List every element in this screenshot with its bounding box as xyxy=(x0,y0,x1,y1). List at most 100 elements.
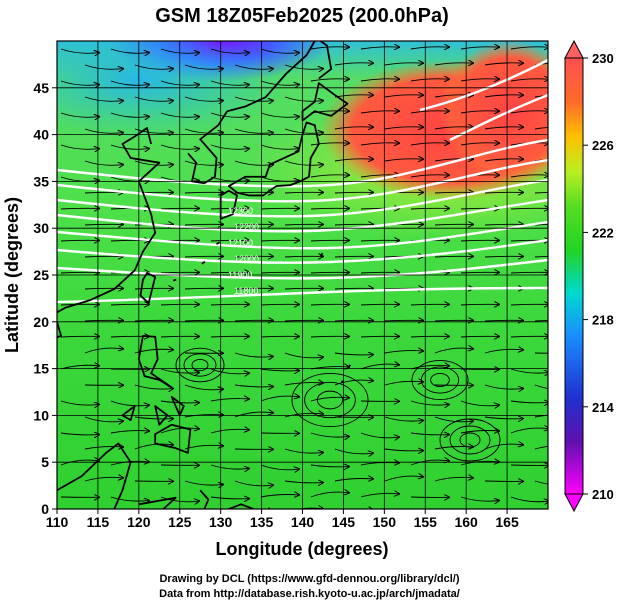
streamline xyxy=(84,320,123,321)
streamline xyxy=(110,144,149,149)
streamline xyxy=(84,224,123,225)
coastline xyxy=(121,405,136,421)
streamline xyxy=(234,128,273,133)
streamline-vortex xyxy=(304,381,356,419)
streamline xyxy=(60,272,99,273)
y-tick-label: 5 xyxy=(41,454,49,470)
streamline xyxy=(310,208,349,209)
streamline xyxy=(110,496,149,501)
streamline xyxy=(84,288,123,289)
streamline xyxy=(410,208,449,209)
streamline xyxy=(84,160,123,165)
streamline xyxy=(334,320,373,321)
streamline xyxy=(60,144,99,149)
streamline-vortex xyxy=(316,390,344,410)
streamline xyxy=(284,64,323,69)
streamline xyxy=(410,79,449,81)
streamline xyxy=(460,47,499,49)
cold-region-cyan xyxy=(57,41,290,140)
streamline xyxy=(384,476,423,482)
streamline xyxy=(260,48,299,53)
coastline xyxy=(139,272,157,304)
streamline xyxy=(510,304,548,305)
colorbar-tick-label: 222 xyxy=(592,225,614,240)
streamline xyxy=(310,492,349,498)
streamline xyxy=(484,417,523,419)
streamline xyxy=(310,47,349,49)
streamline xyxy=(334,380,373,386)
streamline xyxy=(284,224,323,225)
streamline xyxy=(384,381,423,386)
streamline xyxy=(360,432,399,438)
streamline xyxy=(260,80,299,85)
streamline xyxy=(260,369,299,371)
streamline xyxy=(184,128,223,133)
streamline xyxy=(434,159,473,161)
streamline xyxy=(360,272,399,273)
streamline xyxy=(384,320,423,321)
streamline xyxy=(535,513,573,515)
streamline xyxy=(184,288,223,289)
streamline xyxy=(60,460,99,466)
streamline-vortex xyxy=(439,418,501,462)
streamline xyxy=(60,365,99,370)
streamline xyxy=(110,48,149,53)
streamline xyxy=(384,449,423,451)
coastline xyxy=(57,442,132,509)
x-tick-label: 125 xyxy=(168,514,192,530)
streamline xyxy=(210,429,249,434)
streamline xyxy=(534,320,548,322)
streamline xyxy=(234,412,273,418)
streamline xyxy=(260,112,299,117)
y-tick-label: 45 xyxy=(33,80,49,96)
streamline xyxy=(84,256,123,257)
streamline xyxy=(234,320,273,321)
streamline xyxy=(410,111,449,113)
streamline xyxy=(510,368,548,373)
streamline xyxy=(110,431,149,433)
streamline xyxy=(460,430,499,433)
streamline xyxy=(410,400,449,405)
streamline xyxy=(484,224,523,225)
streamline xyxy=(410,304,449,305)
streamline xyxy=(410,336,449,337)
streamline xyxy=(434,192,473,193)
colorbar-tick-label: 214 xyxy=(592,400,614,415)
streamline xyxy=(384,351,423,353)
streamline xyxy=(60,208,99,209)
credit-data-source: Data from http://database.rish.kyoto-u.a… xyxy=(159,588,460,600)
streamline xyxy=(334,288,373,289)
x-tick-label: 140 xyxy=(291,514,315,530)
streamline xyxy=(534,480,548,485)
streamline xyxy=(434,256,473,257)
streamline xyxy=(184,96,223,101)
streamline xyxy=(510,272,548,273)
streamline xyxy=(260,304,299,305)
credit-dcl: Drawing by DCL (https://www.gfd-dennou.o… xyxy=(159,573,460,585)
y-tick-label: 35 xyxy=(33,173,49,189)
wind-speed-contour xyxy=(57,220,548,250)
streamline xyxy=(110,80,149,85)
streamline xyxy=(510,175,548,177)
streamline xyxy=(210,80,249,85)
streamline xyxy=(184,64,223,69)
streamline xyxy=(335,509,373,513)
streamline-vortex xyxy=(430,373,450,387)
streamline xyxy=(484,349,523,354)
contour-label: 11900 xyxy=(228,270,252,280)
streamline xyxy=(334,448,373,454)
streamline xyxy=(260,176,299,181)
streamline xyxy=(84,128,123,133)
streamline xyxy=(484,63,523,65)
contour-label: 12200 xyxy=(234,222,259,232)
streamline xyxy=(410,47,449,49)
streamline xyxy=(434,416,473,422)
streamline xyxy=(260,396,299,402)
contour-lines xyxy=(57,58,548,304)
streamline xyxy=(510,79,548,81)
streamline xyxy=(234,96,273,101)
streamline xyxy=(360,493,399,498)
streamline xyxy=(110,304,149,305)
streamline xyxy=(460,143,499,145)
streamline xyxy=(360,336,399,337)
